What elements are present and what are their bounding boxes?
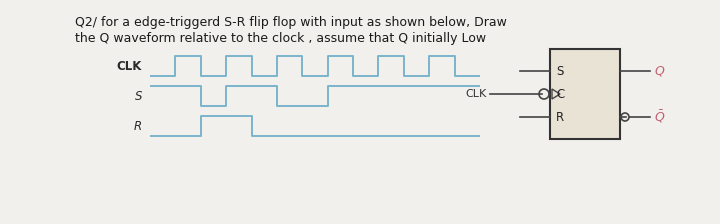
Text: CLK: CLK: [117, 60, 142, 73]
Text: $Q$: $Q$: [654, 64, 665, 78]
Text: Q2/ for a edge-triggerd S-R flip flop with input as shown below, Draw: Q2/ for a edge-triggerd S-R flip flop wi…: [75, 16, 507, 29]
Bar: [550, 49, 620, 139]
Text: the Q waveform relative to the clock , assume that Q initially Low: the Q waveform relative to the clock , a…: [75, 32, 486, 45]
Text: R: R: [556, 110, 564, 123]
Text: S: S: [135, 90, 142, 103]
Text: C: C: [556, 88, 564, 101]
Text: $\bar{Q}$: $\bar{Q}$: [654, 109, 665, 125]
Text: R: R: [134, 119, 142, 133]
Text: CLK: CLK: [466, 89, 487, 99]
Text: S: S: [556, 65, 563, 78]
